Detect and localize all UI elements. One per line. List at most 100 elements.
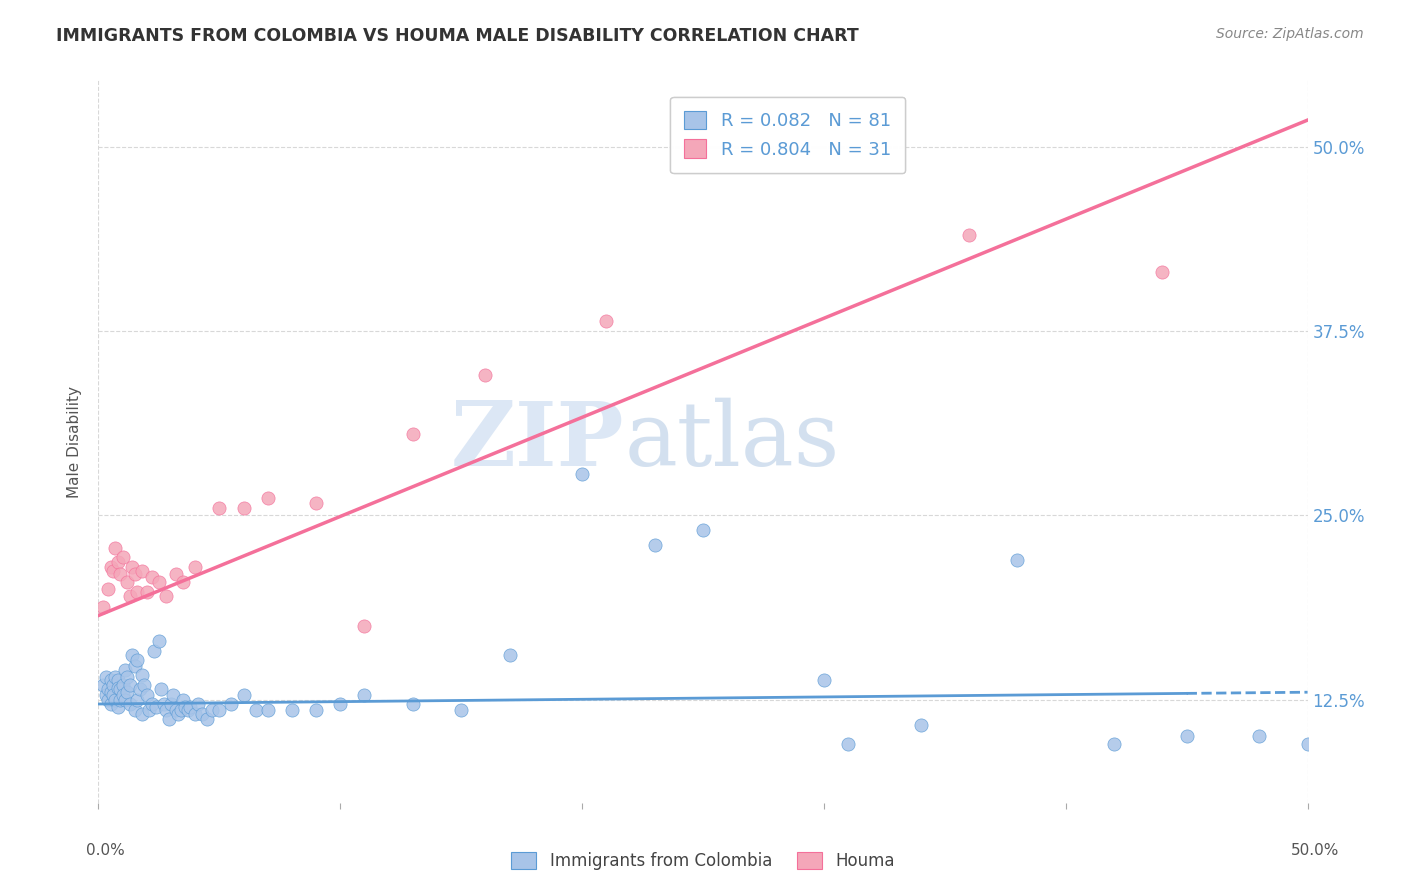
Point — [124, 567, 146, 582]
Point — [104, 541, 127, 555]
Point — [124, 658, 146, 673]
Point — [131, 707, 153, 722]
Point — [1102, 737, 1125, 751]
Point — [100, 697, 122, 711]
Point — [100, 685, 122, 699]
Point — [121, 560, 143, 574]
Point — [131, 564, 153, 578]
Point — [402, 427, 425, 442]
Point — [131, 667, 153, 681]
Point — [177, 703, 200, 717]
Point — [174, 700, 197, 714]
Point — [148, 633, 170, 648]
Point — [474, 368, 496, 383]
Point — [127, 692, 149, 706]
Point — [100, 560, 122, 574]
Point — [135, 585, 157, 599]
Point — [201, 703, 224, 717]
Point — [162, 688, 184, 702]
Point — [143, 644, 166, 658]
Point — [281, 703, 304, 717]
Point — [329, 697, 352, 711]
Point — [117, 574, 139, 589]
Point — [165, 703, 187, 717]
Point — [1152, 265, 1174, 279]
Point — [160, 697, 183, 711]
Point — [305, 703, 328, 717]
Point — [1296, 737, 1319, 751]
Point — [208, 500, 231, 515]
Point — [94, 670, 117, 684]
Point — [644, 538, 666, 552]
Point — [121, 648, 143, 663]
Point — [107, 556, 129, 570]
Point — [135, 688, 157, 702]
Point — [813, 673, 835, 688]
Point — [100, 673, 122, 688]
Legend: Immigrants from Colombia, Houma: Immigrants from Colombia, Houma — [505, 845, 901, 877]
Point — [138, 703, 160, 717]
Point — [114, 663, 136, 677]
Point — [184, 707, 207, 722]
Point — [152, 697, 174, 711]
Point — [155, 590, 177, 604]
Point — [957, 228, 980, 243]
Point — [172, 574, 194, 589]
Legend: R = 0.082   N = 81, R = 0.804   N = 31: R = 0.082 N = 81, R = 0.804 N = 31 — [671, 96, 905, 173]
Point — [118, 590, 141, 604]
Point — [450, 703, 472, 717]
Point — [245, 703, 267, 717]
Point — [111, 678, 134, 692]
Point — [167, 707, 190, 722]
Point — [108, 682, 131, 697]
Point — [208, 703, 231, 717]
Point — [101, 564, 124, 578]
Text: ZIP: ZIP — [451, 398, 624, 485]
Point — [117, 670, 139, 684]
Point — [191, 707, 214, 722]
Point — [118, 678, 141, 692]
Point — [232, 688, 254, 702]
Point — [134, 678, 156, 692]
Point — [127, 585, 149, 599]
Point — [148, 574, 170, 589]
Point — [118, 697, 141, 711]
Text: 0.0%: 0.0% — [86, 843, 125, 858]
Point — [111, 549, 134, 564]
Text: 50.0%: 50.0% — [1291, 843, 1339, 858]
Point — [141, 697, 163, 711]
Point — [221, 697, 243, 711]
Point — [124, 703, 146, 717]
Point — [595, 313, 617, 327]
Point — [402, 697, 425, 711]
Point — [165, 567, 187, 582]
Point — [571, 467, 593, 481]
Point — [117, 685, 139, 699]
Point — [187, 697, 209, 711]
Point — [195, 712, 218, 726]
Point — [232, 500, 254, 515]
Point — [1007, 552, 1029, 566]
Point — [1175, 730, 1198, 744]
Text: atlas: atlas — [624, 398, 839, 485]
Point — [141, 570, 163, 584]
Point — [101, 688, 124, 702]
Point — [256, 703, 278, 717]
Point — [91, 678, 114, 692]
Point — [97, 682, 120, 697]
Point — [256, 491, 278, 505]
Point — [111, 688, 134, 702]
Point — [127, 653, 149, 667]
Point — [101, 678, 124, 692]
Point — [157, 712, 180, 726]
Text: Source: ZipAtlas.com: Source: ZipAtlas.com — [1216, 27, 1364, 41]
Point — [910, 717, 932, 731]
Y-axis label: Male Disability: Male Disability — [67, 385, 83, 498]
Point — [353, 688, 375, 702]
Point — [498, 648, 520, 663]
Point — [353, 619, 375, 633]
Point — [128, 682, 150, 697]
Point — [692, 523, 714, 537]
Point — [837, 737, 859, 751]
Point — [97, 582, 120, 596]
